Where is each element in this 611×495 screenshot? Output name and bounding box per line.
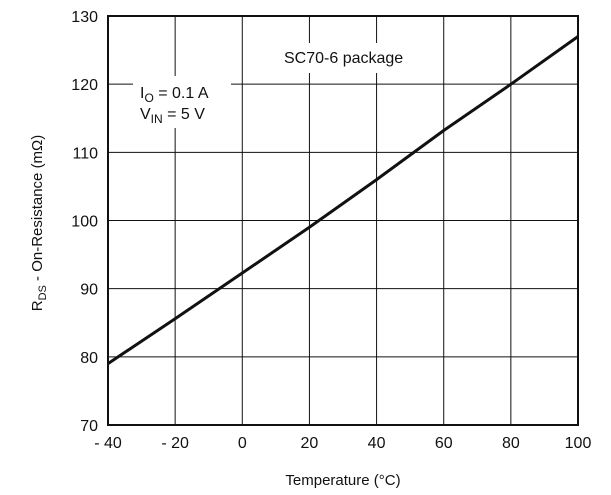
x-tick-label: 40 <box>368 435 386 452</box>
y-tick-label: 100 <box>71 214 98 231</box>
x-tick-label: - 40 <box>94 435 122 452</box>
series-line <box>107 35 579 365</box>
conditions-annotation-bg <box>133 76 231 128</box>
y-tick-label: 110 <box>72 145 98 162</box>
x-tick-label: 60 <box>435 435 453 452</box>
package-annotation: SC70-6 package <box>284 50 403 67</box>
x-tick-label: - 20 <box>161 435 189 452</box>
y-tick-label: 90 <box>80 282 98 299</box>
y-tick-label: 70 <box>80 418 98 435</box>
plot-frame <box>107 15 579 426</box>
x-tick-label: 20 <box>301 435 319 452</box>
y-tick-label: 130 <box>71 9 98 26</box>
vin-annotation: VIN = 5 V <box>140 106 205 126</box>
io-annotation: IO = 0.1 A <box>140 85 209 105</box>
x-tick-label: 100 <box>565 435 592 452</box>
tick-labels: - 40 - 20 0 20 40 60 80 100 70 80 90 100 110 120 130 <box>71 9 591 452</box>
y-tick-label: 80 <box>80 350 98 367</box>
x-tick-label: 0 <box>238 435 247 452</box>
x-tick-label: 80 <box>502 435 520 452</box>
series-group <box>107 35 579 365</box>
package-annotation-bg <box>274 43 436 73</box>
y-tick-label: 120 <box>71 77 98 94</box>
y-axis-label: RDS - On-Resistance (mΩ) <box>29 135 49 312</box>
x-axis-label: Temperature (°C) <box>285 472 400 489</box>
